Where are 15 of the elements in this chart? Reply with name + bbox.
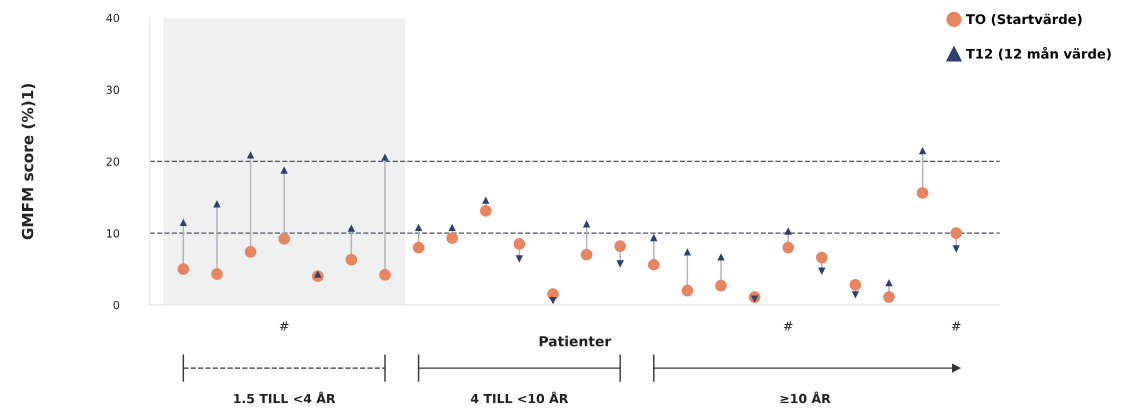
text: 1.5 TILL <4 ÅR [234, 391, 336, 404]
legend-label: T12 (12 mån värde) [965, 46, 1111, 61]
x-tick-label: # [279, 321, 289, 331]
y-tick-label: 30 [106, 85, 120, 95]
y-tick-label: 0 [113, 300, 120, 310]
legend-label: TO (Startvärde) [965, 13, 1082, 26]
y-axis-title: GMFM score (%)1) [21, 84, 36, 240]
x-axis-title: Patienter [539, 335, 612, 347]
text: 4 TILL <10 ÅR [470, 391, 569, 404]
text: ≥10 ÅR [780, 391, 831, 404]
y-tick-label: 20 [106, 157, 120, 166]
y-tick-label: 10 [106, 229, 120, 238]
x-tick-label: # [783, 321, 793, 331]
x-tick-label: # [951, 321, 961, 331]
y-tick-label: 40 [106, 13, 120, 23]
